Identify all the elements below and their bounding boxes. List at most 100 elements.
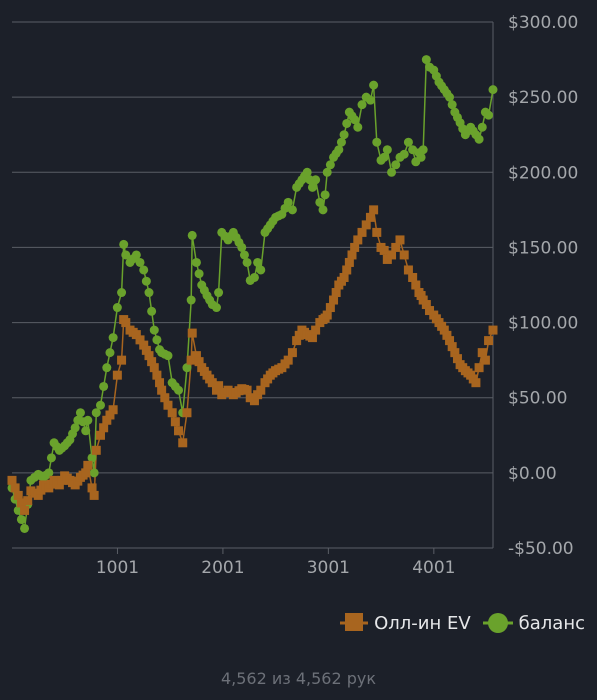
legend-item-balance[interactable]: баланс bbox=[482, 612, 585, 634]
ev-point bbox=[141, 345, 151, 355]
x-tick-label: 3001 bbox=[307, 558, 350, 578]
balance-point bbox=[416, 152, 426, 162]
balance-point bbox=[108, 333, 118, 343]
ev-point bbox=[117, 355, 127, 365]
ev-point bbox=[152, 370, 162, 380]
ev-point bbox=[105, 410, 115, 420]
x-tick-label: 2001 bbox=[201, 558, 244, 578]
balance-point bbox=[214, 288, 224, 298]
balance-point bbox=[445, 92, 455, 102]
ev-point bbox=[191, 351, 201, 361]
balance-point bbox=[242, 257, 252, 267]
balance-point bbox=[20, 523, 30, 533]
series-points bbox=[7, 205, 498, 515]
balance-point bbox=[75, 408, 85, 418]
legend-label-balance: баланс bbox=[518, 612, 585, 634]
ev-point bbox=[112, 370, 122, 380]
balance-point bbox=[369, 80, 379, 90]
ev-point bbox=[395, 235, 405, 245]
balance-point bbox=[117, 288, 127, 298]
ev-point bbox=[149, 363, 159, 373]
ev-point bbox=[256, 385, 266, 395]
balance-point bbox=[144, 288, 154, 298]
balance-point bbox=[237, 242, 247, 252]
ev-point bbox=[57, 475, 67, 485]
balance-point bbox=[403, 137, 413, 147]
ev-point bbox=[329, 295, 339, 305]
balance-point bbox=[95, 400, 105, 410]
balance-point bbox=[83, 415, 93, 425]
balance-point bbox=[87, 453, 97, 463]
ev-point bbox=[249, 396, 259, 406]
balance-point bbox=[399, 149, 409, 159]
ev-point bbox=[135, 335, 145, 345]
ev-point bbox=[160, 393, 170, 403]
ev-point bbox=[416, 291, 426, 301]
ev-point bbox=[425, 306, 435, 316]
ev-point bbox=[347, 250, 357, 260]
ev-point bbox=[292, 336, 302, 346]
balance-point bbox=[447, 100, 457, 110]
ev-point bbox=[157, 385, 167, 395]
ev-point bbox=[139, 340, 149, 350]
ev-point bbox=[331, 288, 341, 298]
balance-point bbox=[365, 95, 375, 105]
ev-point bbox=[382, 254, 392, 264]
ev-point bbox=[365, 212, 375, 222]
ev-point bbox=[439, 325, 449, 335]
ev-point bbox=[411, 280, 421, 290]
balance-point bbox=[135, 257, 145, 267]
balance-point bbox=[418, 145, 428, 155]
ev-point bbox=[474, 363, 484, 373]
balance-point bbox=[320, 190, 330, 200]
balance-point bbox=[191, 257, 201, 267]
ev-point bbox=[445, 336, 455, 346]
ev-point bbox=[488, 325, 498, 335]
ev-point bbox=[144, 351, 154, 361]
ev-point bbox=[353, 235, 363, 245]
ev-point bbox=[442, 330, 452, 340]
ev-point bbox=[211, 385, 221, 395]
ev-point bbox=[350, 242, 360, 252]
ev-point bbox=[87, 483, 97, 493]
balance-point bbox=[70, 423, 80, 433]
balance-point bbox=[187, 230, 197, 240]
balance-point bbox=[149, 325, 159, 335]
ev-point bbox=[361, 220, 371, 230]
ev-point bbox=[480, 355, 490, 365]
balance-point bbox=[44, 468, 54, 478]
ev-point bbox=[7, 475, 17, 485]
balance-point bbox=[350, 115, 360, 125]
ev-point bbox=[108, 405, 118, 415]
series-points bbox=[7, 55, 498, 533]
ev-point bbox=[83, 460, 93, 470]
ev-point bbox=[23, 496, 33, 506]
balance-point bbox=[112, 303, 122, 313]
legend[interactable]: Олл-ин EV баланс bbox=[340, 612, 585, 634]
balance-point bbox=[16, 514, 26, 524]
ev-point bbox=[187, 328, 197, 338]
balance-point bbox=[334, 145, 344, 155]
balance-point bbox=[182, 363, 192, 373]
y-tick-label: $200.00 bbox=[508, 163, 578, 183]
ev-point bbox=[477, 348, 487, 358]
ev-point bbox=[421, 300, 431, 310]
balance-point bbox=[102, 363, 112, 373]
balance-point bbox=[91, 408, 101, 418]
ev-point bbox=[81, 468, 91, 478]
balance-point bbox=[474, 134, 484, 144]
balance-point bbox=[141, 276, 151, 286]
ev-point bbox=[339, 272, 349, 282]
y-tick-label: $100.00 bbox=[508, 314, 578, 334]
balance-point bbox=[287, 205, 297, 215]
ev-point bbox=[99, 423, 109, 433]
balance-point bbox=[302, 167, 312, 177]
balance-point bbox=[249, 272, 259, 282]
balance-point bbox=[163, 351, 173, 361]
balance-point bbox=[342, 118, 352, 128]
y-axis-ticks: -$50.00 $0.00 $50.00 $100.00 $150.00 $200.00 $… bbox=[508, 13, 578, 559]
ev-point bbox=[294, 330, 304, 340]
balance-point bbox=[253, 257, 263, 267]
balance-point bbox=[46, 453, 56, 463]
legend-item-ev[interactable]: Олл-ин EV bbox=[340, 612, 471, 634]
